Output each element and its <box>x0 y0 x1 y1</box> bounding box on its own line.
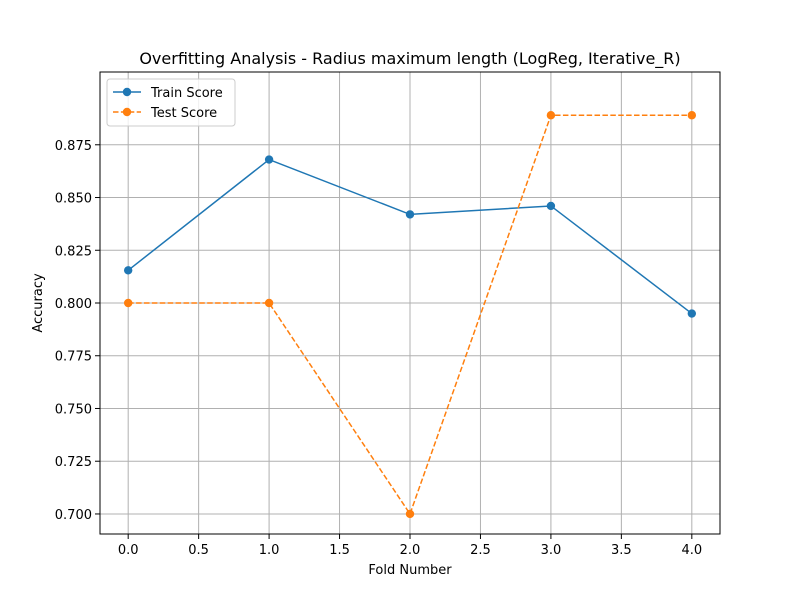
x-axis-label: Fold Number <box>368 563 452 578</box>
test-score-point <box>687 111 697 120</box>
train-score-point <box>405 210 415 219</box>
legend-train-score-marker <box>122 87 132 97</box>
axis-ticks: 0.0 0.5 1.0 1.5 2.0 2.5 3.0 3.5 4.0 0.700 0.725 0.7… <box>55 139 702 558</box>
test-score-point <box>123 298 133 308</box>
x-tick-label: 4.0 <box>681 543 702 558</box>
x-tick-label: 0.0 <box>118 543 139 558</box>
x-tick-label: 3.5 <box>611 543 632 558</box>
y-axis-label: Accuracy <box>31 273 46 333</box>
test-score-point <box>546 111 556 120</box>
test-score-point <box>405 509 415 519</box>
y-tick-label: 0.800 <box>55 297 92 312</box>
train-score-point <box>546 201 556 211</box>
x-tick-label: 3.0 <box>541 543 562 558</box>
x-tick-label: 1.0 <box>259 543 280 558</box>
y-tick-label: 0.750 <box>55 402 92 417</box>
y-tick-label: 0.775 <box>55 350 92 365</box>
x-tick-label: 0.5 <box>188 543 209 558</box>
y-tick-label: 0.700 <box>55 508 92 523</box>
series <box>123 111 697 519</box>
chart-title: Overfitting Analysis - Radius maximum le… <box>139 49 680 69</box>
legend-box <box>106 78 236 127</box>
legend-test-score-marker <box>122 107 132 117</box>
y-tick-label: 0.850 <box>55 192 92 207</box>
test-score-point <box>264 298 274 308</box>
train-score-point <box>687 309 697 318</box>
x-tick-label: 2.5 <box>470 543 491 558</box>
y-tick-label: 0.875 <box>55 139 92 154</box>
train-score-point <box>123 266 133 275</box>
y-tick-label: 0.825 <box>55 244 92 259</box>
x-tick-label: 1.5 <box>329 543 350 558</box>
x-tick-label: 2.0 <box>400 543 421 558</box>
train-score-point <box>264 155 274 164</box>
y-tick-label: 0.725 <box>55 455 92 470</box>
grid <box>100 72 720 534</box>
legend: Train Score Test Score <box>106 78 236 127</box>
legend-train-score-label: Train Score <box>150 86 223 101</box>
legend-test-score-label: Test Score <box>150 106 217 121</box>
test-score-line <box>128 114 692 516</box>
